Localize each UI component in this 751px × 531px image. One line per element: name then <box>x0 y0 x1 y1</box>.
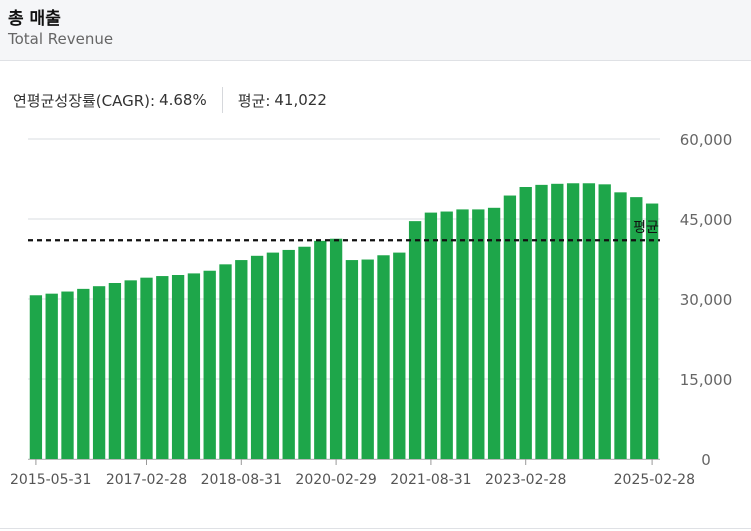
x-tick-label: 2023-02-28 <box>485 472 566 488</box>
cagr-label: 연평균성장률(CAGR): <box>13 91 156 110</box>
bar <box>614 192 627 460</box>
bar <box>408 221 422 459</box>
stats-bar: 연평균성장률(CAGR): 4.68% 평균: 41,022 <box>13 87 327 113</box>
bar <box>535 184 548 459</box>
bar <box>45 293 58 459</box>
bar <box>472 209 485 459</box>
bar <box>377 255 390 459</box>
bar <box>250 255 264 459</box>
bar <box>582 183 596 459</box>
x-tick-label: 2017-02-28 <box>106 472 187 488</box>
bar <box>361 259 374 459</box>
y-tick-label: 45,000 <box>680 211 733 229</box>
average-label: 평균: <box>237 91 271 110</box>
chart-subtitle: Total Revenue <box>8 30 114 48</box>
bar <box>519 187 532 459</box>
chart-header: 총 매출 Total Revenue <box>0 0 751 61</box>
bar <box>203 270 216 459</box>
bar <box>503 195 517 460</box>
bottom-divider <box>0 528 751 529</box>
y-tick-label: 0 <box>701 451 711 469</box>
bar <box>124 280 137 459</box>
bar <box>329 238 343 459</box>
bar <box>219 264 232 459</box>
average-value: 41,022 <box>274 91 327 109</box>
bar <box>345 260 359 459</box>
y-tick-label: 30,000 <box>680 291 733 309</box>
bar <box>424 212 438 459</box>
x-tick-label: 2020-02-29 <box>295 472 376 488</box>
y-tick-label: 60,000 <box>680 131 733 149</box>
average-line-label: 평균 <box>633 220 659 236</box>
stats-divider <box>221 87 223 113</box>
bar <box>440 211 453 459</box>
chart-title: 총 매출 <box>8 9 61 29</box>
bar <box>235 260 248 459</box>
bar <box>108 283 122 459</box>
bar <box>140 277 153 459</box>
bar <box>551 183 564 460</box>
bar <box>314 240 327 459</box>
bar <box>92 286 106 459</box>
bar <box>393 252 406 459</box>
bar <box>187 273 201 459</box>
bar <box>298 246 311 459</box>
bar <box>266 252 280 459</box>
bar <box>156 276 169 459</box>
bar <box>598 184 611 460</box>
bar <box>645 203 659 459</box>
x-tick-label: 2015-05-31 <box>10 472 91 488</box>
bar <box>487 207 501 459</box>
x-tick-label: 2021-08-31 <box>390 472 471 488</box>
bar <box>630 197 643 459</box>
bar <box>29 295 43 459</box>
bar <box>171 275 185 459</box>
y-tick-label: 15,000 <box>680 371 733 389</box>
bar <box>282 249 295 459</box>
cagr-value: 4.68% <box>159 91 207 109</box>
x-tick-label: 2025-02-28 <box>614 472 695 488</box>
bar <box>456 209 469 459</box>
bar <box>77 288 90 459</box>
x-tick-label: 2018-08-31 <box>201 472 282 488</box>
bar <box>61 291 74 459</box>
bar <box>566 183 580 459</box>
